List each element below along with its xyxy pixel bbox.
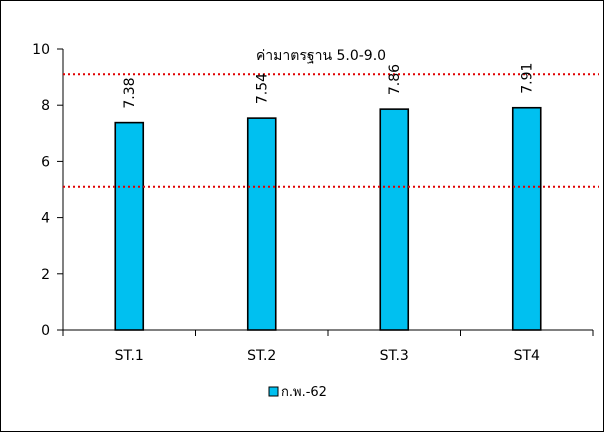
data-label: 7.38 bbox=[122, 77, 138, 108]
data-label: 7.91 bbox=[520, 63, 536, 94]
bar bbox=[379, 108, 410, 331]
bar bbox=[246, 117, 277, 331]
y-tick-label: 0 bbox=[41, 323, 50, 339]
data-labels: 7.38 7.54 7.86 7.91 bbox=[122, 63, 536, 109]
reference-label: ค่ามาตรฐาน 5.0-9.0 bbox=[256, 48, 386, 64]
x-tick-label: ST.1 bbox=[115, 348, 144, 364]
x-axis: ST.1 ST.2 ST.3 ST4 bbox=[62, 329, 594, 364]
legend-label: ก.พ.-62 bbox=[281, 385, 327, 400]
bar bbox=[511, 106, 542, 331]
y-tick-label: 8 bbox=[41, 98, 50, 114]
bar-series bbox=[114, 106, 542, 331]
legend: ก.พ.-62 bbox=[268, 385, 327, 400]
legend-swatch bbox=[268, 386, 279, 397]
y-tick-label: 10 bbox=[32, 42, 50, 58]
bar bbox=[114, 121, 145, 331]
y-axis: 0 2 4 6 8 10 bbox=[32, 42, 64, 339]
x-tick-label: ST.2 bbox=[247, 348, 276, 364]
y-tick-label: 2 bbox=[41, 267, 50, 283]
reference-lines bbox=[63, 73, 599, 188]
y-tick-label: 4 bbox=[41, 211, 50, 227]
data-label: 7.86 bbox=[387, 64, 403, 95]
x-tick-label: ST4 bbox=[514, 348, 540, 364]
x-tick-label: ST.3 bbox=[380, 348, 409, 364]
y-tick-label: 6 bbox=[41, 154, 50, 170]
data-label: 7.54 bbox=[255, 73, 271, 104]
